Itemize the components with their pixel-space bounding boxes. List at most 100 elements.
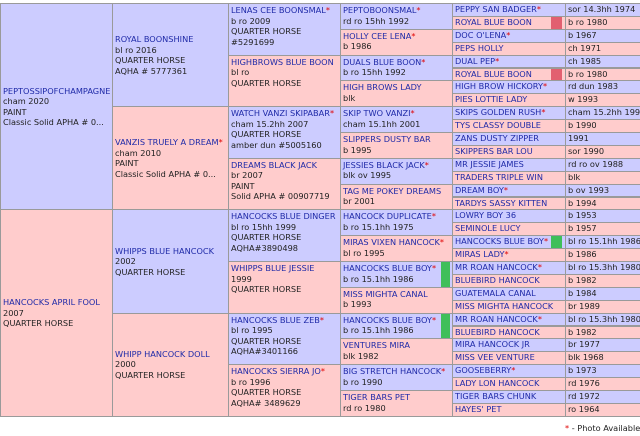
name-line: HIGH BROW HICKORY* xyxy=(455,81,563,92)
name-line: JESSIES BLACK JACK* xyxy=(343,160,450,171)
horse-detail: br 2001 xyxy=(343,196,376,207)
photo-star: * xyxy=(431,211,436,222)
horse-name: GUATEMALA CANAL xyxy=(455,287,536,298)
horse-name: BLUEBIRD HANCOCK xyxy=(455,326,540,337)
horse-detail: PAINT xyxy=(231,180,255,191)
horse-name: WHIPP HANCOCK DOLL xyxy=(115,348,210,359)
horse-name: HANCOCK DUPLICATE xyxy=(343,211,432,222)
horse-cell: HANCOCKS BLUE BOY* xyxy=(452,235,566,250)
horse-cell: MISS MIGHTA CANAL b 1993 xyxy=(340,286,453,314)
horse-detail: b 1993 xyxy=(343,299,372,310)
horse-name: DOC O'LENA xyxy=(455,29,507,40)
name-line: GUATEMALA CANAL xyxy=(455,288,563,299)
horse-name: TARDYS SASSY KITTEN xyxy=(455,197,548,208)
photo-star: * xyxy=(536,4,541,14)
name-line: MIRAS VIXEN HANCOCK* xyxy=(343,237,450,248)
horse-cell: SKIPPERS BAR LOU xyxy=(452,144,566,159)
horse-name: TIGER BARS PET xyxy=(343,392,411,402)
horse-detail: #5291699 xyxy=(231,36,275,47)
horse-detail: bl ro 15hh 1999 xyxy=(231,221,297,232)
name-line: VENTURES MIRA xyxy=(343,340,450,351)
horse-detail: blk 1982 xyxy=(343,350,379,361)
horse-info: ch 1985 xyxy=(565,54,640,69)
horse-name: SKIPPERS BAR LOU xyxy=(455,145,533,156)
horse-info: rd 1976 xyxy=(565,377,640,391)
horse-info: rd dun 1983 xyxy=(565,80,640,95)
horse-info: w 1993 xyxy=(565,93,640,108)
name-line: TARDYS SASSY KITTEN xyxy=(455,198,563,209)
horse-name: MR ROAN HANCOCK xyxy=(455,313,538,324)
name-line: TRADERS TRIPLE WIN xyxy=(455,172,563,183)
name-line: SKIP TWO VANZI* xyxy=(343,108,450,119)
name-line: PEPPY SAN BADGER* xyxy=(455,4,563,15)
photo-star: * xyxy=(537,313,542,324)
horse-detail: QUARTER HORSE xyxy=(231,284,302,294)
horse-info: blk xyxy=(565,170,640,185)
horse-cell: HAYES' PET xyxy=(452,402,566,417)
horse-name: HIGH BROWS LADY xyxy=(343,82,422,93)
horse-detail: Classic Solid APHA # 0... xyxy=(3,117,104,128)
horse-cell: MR JESSIE JAMES xyxy=(452,157,566,172)
horse-name: DUAL PEP xyxy=(455,55,496,66)
horse-cell: PEPPY SAN BADGER* xyxy=(452,3,566,17)
photo-star: * xyxy=(503,184,508,195)
horse-cell: HIGH BROWS LADY blk xyxy=(340,80,453,108)
photo-star: * xyxy=(495,55,500,66)
horse-cell: WHIPP HANCOCK DOLL 2000 QUARTER HORSE xyxy=(112,312,229,417)
horse-detail: QUARTER HORSE xyxy=(115,369,186,380)
name-line: BLUEBIRD HANCOCK xyxy=(455,327,563,338)
horse-detail: b ro 15.1hh 1986 xyxy=(343,325,414,336)
footer: * - Photo Available xyxy=(565,420,640,436)
photo-star: * xyxy=(325,5,330,15)
horse-name: ROYAL BOONSHINE xyxy=(115,34,194,45)
horse-name: MR ROAN HANCOCK xyxy=(455,262,538,272)
photo-star: * xyxy=(543,236,549,247)
horse-name: HANCOCKS BLUE ZEB xyxy=(231,314,320,325)
horse-name: MIRAS LADY xyxy=(455,249,505,260)
horse-name: PEPTOBOONSMAL xyxy=(343,5,417,15)
horse-name: HOLLY CEE LENA xyxy=(343,30,412,41)
horse-detail: amber dun #5005160 xyxy=(231,139,322,150)
horse-info: br 1977 xyxy=(565,338,640,353)
name-line: PEPTOSSIPOFCHAMPAGNE xyxy=(3,86,110,97)
horse-name: HANCOCKS BLUE BOY xyxy=(343,314,432,325)
horse-name: SKIP TWO VANZI xyxy=(343,108,411,119)
name-line: LOWRY BOY 36 xyxy=(455,210,563,221)
photo-star: * xyxy=(439,237,444,248)
horse-info: ro 1964 xyxy=(565,402,640,417)
horse-cell: HANCOCKS BLUE BOY* b ro 15.1hh 1986 xyxy=(340,312,453,340)
horse-info: b ro 1980 xyxy=(565,67,640,82)
name-line: VANZIS TRUELY A DREAM* xyxy=(115,137,226,148)
horse-cell: WHIPPS BLUE HANCOCK 2002 QUARTER HORSE xyxy=(112,209,229,314)
horse-cell: ROYAL BLUE BOON xyxy=(452,67,566,82)
horse-detail: PAINT xyxy=(3,106,27,117)
horse-cell: TAG ME POKEY DREAMS br 2001 xyxy=(340,183,453,211)
horse-name: WHIPPS BLUE HANCOCK xyxy=(115,245,215,256)
name-line: HANCOCKS SIERRA JO* xyxy=(231,366,338,377)
name-line: SEMINOLE LUCY xyxy=(455,223,563,234)
horse-detail: Solid APHA # 00907719 xyxy=(231,191,330,202)
horse-info: sor 1990 xyxy=(565,144,640,159)
horse-cell: WHIPPS BLUE JESSIE 1999 QUARTER HORSE xyxy=(228,261,341,314)
horse-info: ch 1971 xyxy=(565,41,640,56)
horse-cell: HOLLY CEE LENA* b 1986 xyxy=(340,28,453,56)
horse-info: b ro 1980 xyxy=(565,15,640,30)
horse-cell: DREAM BOY* xyxy=(452,183,566,198)
horse-detail: 2000 xyxy=(115,359,136,370)
horse-detail: b ro 1996 xyxy=(231,376,271,387)
photo-star: * xyxy=(537,262,542,272)
horse-cell: GOOSEBERRY* xyxy=(452,364,566,379)
photo-star: * xyxy=(504,249,509,260)
horse-cell: DOC O'LENA* xyxy=(452,28,566,43)
photo-star: * xyxy=(218,137,223,148)
name-line: MR ROAN HANCOCK* xyxy=(455,314,563,325)
horse-cell: MIRA HANCOCK JR xyxy=(452,338,566,353)
horse-info: bl ro 15.1hh 1986 xyxy=(565,235,640,250)
horse-cell: PEPS HOLLY xyxy=(452,41,566,56)
horse-name: BIG STRETCH HANCOCK xyxy=(343,366,442,377)
name-line: WATCH VANZI SKIPABAR* xyxy=(231,108,338,119)
horse-cell: WATCH VANZI SKIPABAR* cham 15.2hh 2007 QUA… xyxy=(228,106,341,159)
name-line: DUALS BLUE BOON* xyxy=(343,57,450,68)
horse-detail: b 1986 xyxy=(343,41,372,52)
horse-detail: cham 2010 xyxy=(115,147,162,158)
